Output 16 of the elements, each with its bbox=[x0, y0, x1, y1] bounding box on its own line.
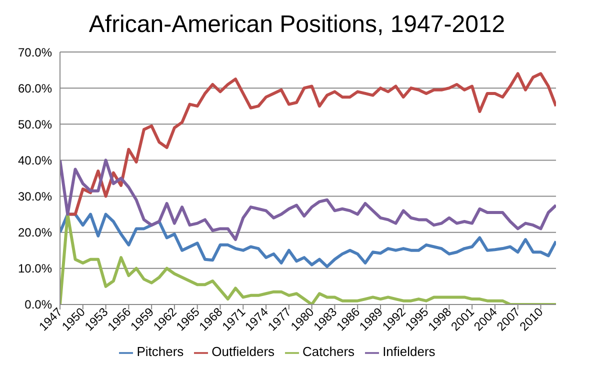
y-tick-label: 10.0% bbox=[18, 262, 52, 276]
legend-label: Infielders bbox=[382, 344, 436, 360]
y-tick-label: 40.0% bbox=[18, 153, 52, 168]
y-tick-label: 0.0% bbox=[24, 298, 52, 312]
legend-label: Catchers bbox=[302, 344, 355, 360]
legend-label: Outfielders bbox=[212, 344, 275, 360]
y-tick-label: 30.0% bbox=[18, 190, 52, 204]
y-tick-label: 70.0% bbox=[18, 45, 52, 60]
legend-label: Pitchers bbox=[136, 344, 184, 360]
line-series bbox=[60, 158, 556, 242]
chart-title: African-American Positions, 1947-2012 bbox=[88, 10, 506, 40]
line-series bbox=[66, 72, 556, 216]
y-tick-label: 60.0% bbox=[18, 81, 52, 96]
y-tick-label: 20.0% bbox=[18, 226, 52, 240]
line-series bbox=[60, 212, 556, 268]
y-tick-label: 50.0% bbox=[18, 117, 52, 132]
